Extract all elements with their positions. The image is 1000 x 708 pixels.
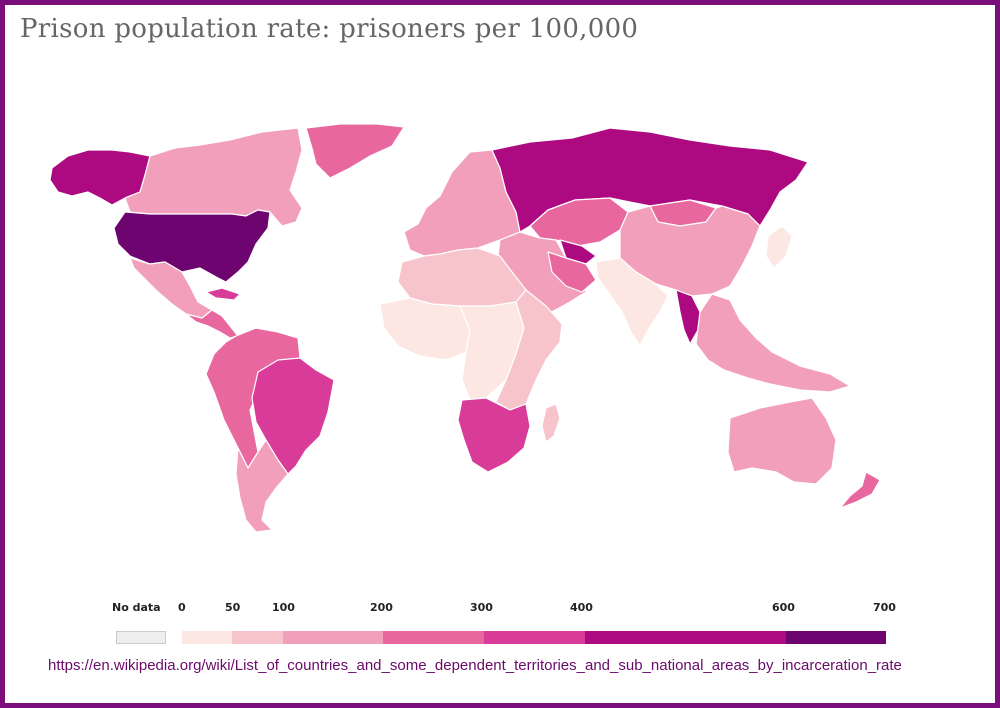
legend-color-bin — [232, 631, 283, 644]
region-brazil — [251, 357, 335, 475]
legend-no-data-label: No data — [112, 601, 161, 614]
region-southern-africa — [457, 397, 531, 473]
region-australia — [727, 397, 837, 485]
source-link[interactable]: https://en.wikipedia.org/wiki/List_of_co… — [48, 657, 902, 674]
legend-tick-label: 300 — [470, 601, 493, 614]
legend-tick-label: 600 — [772, 601, 795, 614]
legend-color-bin — [182, 631, 232, 644]
region-southern-south-america — [235, 439, 289, 533]
map-title: Prison population rate: prisoners per 10… — [20, 14, 639, 44]
legend-tick-label: 100 — [272, 601, 295, 614]
region-new-zealand — [839, 471, 881, 509]
region-iran — [547, 251, 597, 293]
region-canada — [124, 127, 303, 227]
region-greenland — [305, 123, 405, 179]
legend-tick-label: 0 — [178, 601, 186, 614]
legend-color-bin — [585, 631, 786, 644]
region-india — [595, 257, 669, 347]
region-west-africa — [379, 297, 471, 361]
legend-color-bin — [383, 631, 484, 644]
region-cuba — [205, 287, 241, 301]
legend-tick-label: 200 — [370, 601, 393, 614]
region-madagascar — [541, 403, 561, 443]
region-usa — [113, 209, 271, 283]
legend-tick-label: 50 — [225, 601, 241, 614]
legend-tick-label: 400 — [570, 601, 593, 614]
legend-no-data-swatch — [116, 631, 166, 644]
region-japan — [765, 225, 793, 269]
legend-color-bin — [786, 631, 886, 644]
region-southeast-asia — [695, 293, 851, 393]
legend-tick-label: 700 — [873, 601, 896, 614]
legend-color-bin — [283, 631, 383, 644]
region-central-africa — [459, 301, 525, 401]
legend-color-bin — [484, 631, 585, 644]
region-china — [619, 205, 761, 297]
region-thailand — [675, 289, 701, 345]
region-east-africa — [495, 289, 563, 411]
